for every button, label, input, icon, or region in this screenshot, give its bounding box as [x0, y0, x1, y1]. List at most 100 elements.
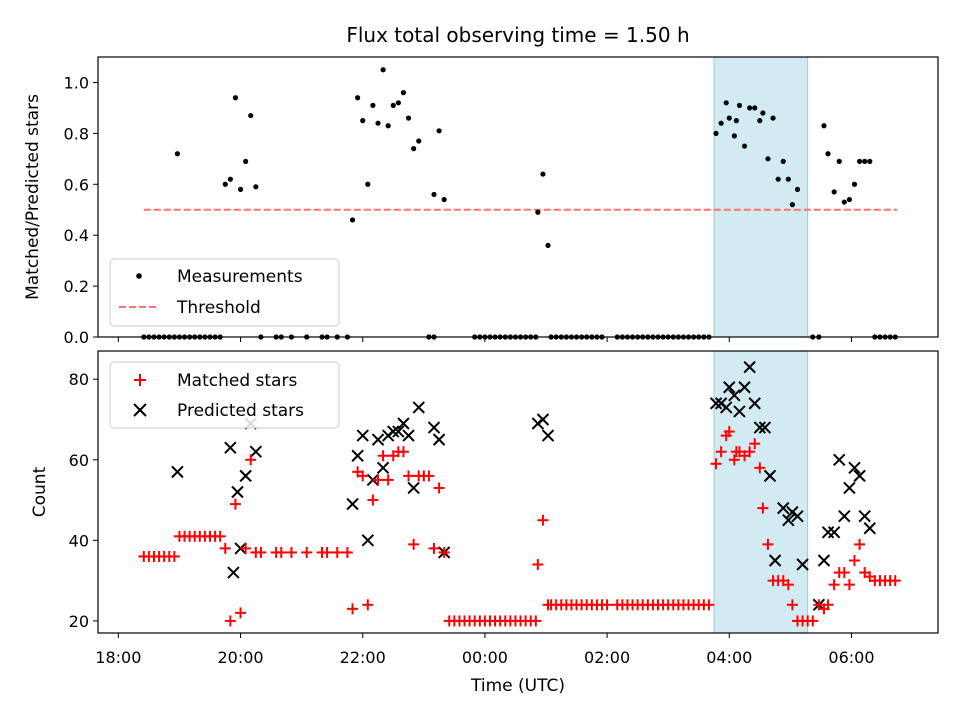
measurement-point	[400, 90, 407, 96]
measurement-point	[441, 196, 447, 203]
measurement-point	[360, 118, 366, 124]
predicted-star-point	[392, 425, 405, 438]
matched-star-point	[168, 550, 180, 562]
matched-star-point	[397, 446, 409, 458]
predicted-star-point	[848, 461, 861, 475]
predicted-star-point	[412, 401, 425, 414]
predicted-star-point	[858, 509, 871, 523]
predicted-star-point	[541, 429, 555, 442]
matched-star-point	[828, 579, 840, 591]
measurement-point	[385, 123, 391, 129]
top-plot-frame	[97, 56, 939, 338]
matched-star-point	[854, 538, 866, 550]
matched-star-point	[321, 546, 333, 558]
bottom-y-tick-label: 80	[69, 370, 89, 389]
predicted-star-point	[351, 449, 364, 462]
measurement-point	[794, 186, 801, 192]
predicted-star-point	[838, 509, 851, 523]
x-tick-label: 00:00	[462, 648, 508, 667]
measurement-point	[545, 242, 551, 248]
top-y-tick-label: 0.0	[64, 328, 89, 347]
top-panel: 0.0 0.2 0.4 0.6 0.8 1.0 Matched/Predicted sta…	[23, 56, 939, 347]
matched-star-point	[782, 579, 794, 591]
measurement-point	[760, 110, 766, 116]
predicted-star-point	[224, 441, 237, 454]
measurement-point	[747, 105, 753, 111]
measurement-point	[540, 171, 546, 177]
predicted-star-point	[171, 465, 184, 479]
measurement-point	[821, 123, 827, 129]
matched-star-point	[362, 599, 374, 611]
matched-star-point	[838, 567, 850, 579]
matched-star-point	[744, 446, 756, 458]
predicted-star-point	[782, 513, 795, 527]
x-tick-label: 06:00	[828, 648, 874, 667]
predicted-star-point	[817, 554, 831, 567]
measurement-point	[785, 176, 791, 182]
matched-star-point	[229, 498, 241, 510]
measurement-point	[253, 184, 259, 190]
measurement-point	[232, 95, 239, 101]
figure-title: Flux total observing time = 1.50 h	[346, 23, 689, 47]
top-highlight-span	[713, 56, 809, 338]
matched-star-point	[301, 546, 313, 558]
predicted-star-point	[738, 381, 751, 394]
measurement-point	[416, 138, 422, 144]
measurement-point	[222, 181, 228, 187]
predicted-star-point	[843, 481, 856, 495]
bottom-y-tick-label: 60	[69, 451, 89, 470]
matched-star-point	[219, 542, 231, 554]
legend-predicted-marker	[133, 403, 147, 417]
predicted-star-point	[748, 397, 761, 410]
matched-star-point	[428, 542, 440, 554]
measurement-point	[227, 176, 233, 182]
predicted-star-point	[853, 469, 866, 483]
matched-star-point	[331, 546, 343, 558]
top-y-tick-label: 1.0	[64, 73, 89, 92]
measurement-point	[862, 158, 868, 164]
matched-star-point	[762, 538, 774, 550]
matched-star-point	[849, 554, 861, 566]
predicted-star-point	[768, 554, 782, 567]
matched-star-point	[537, 514, 549, 526]
legend-measurements-label: Measurements	[177, 267, 303, 287]
measurement-point	[752, 105, 758, 111]
matched-star-point	[224, 615, 236, 627]
measurement-point	[375, 120, 381, 126]
matched-star-point	[285, 546, 297, 558]
predicted-star-point	[863, 522, 876, 535]
matched-star-point	[403, 470, 415, 482]
measurement-point	[411, 146, 417, 152]
top-y-axis-label: Matched/Predicted stars	[23, 94, 43, 300]
legend-matched-marker	[134, 374, 146, 386]
measurement-point	[851, 181, 858, 187]
predicted-star-point	[239, 469, 252, 483]
predicted-star-point	[402, 429, 415, 442]
measurement-point	[736, 102, 743, 108]
bottom-y-tick-label: 40	[69, 531, 89, 550]
matched-star-point	[889, 575, 901, 587]
predicted-star-point	[231, 485, 244, 499]
measurement-point	[857, 158, 863, 164]
predicted-star-point	[387, 425, 400, 438]
predicted-star-point	[397, 417, 410, 430]
predicted-star-point	[753, 421, 767, 434]
matched-star-point	[754, 462, 766, 474]
measurement-point	[780, 158, 786, 164]
x-tick-label: 04:00	[706, 648, 752, 667]
matched-star-point	[372, 474, 384, 486]
x-tick-label: 22:00	[340, 648, 386, 667]
predicted-star-point	[432, 433, 446, 446]
matched-star-point	[240, 542, 252, 554]
measurement-point	[718, 120, 724, 126]
top-y-tick-label: 0.6	[64, 175, 89, 194]
matched-star-point	[214, 530, 226, 542]
measurement-point	[390, 102, 396, 108]
bottom-highlight-span	[713, 350, 809, 634]
measurement-point	[757, 118, 763, 124]
matched-star-point	[235, 607, 247, 619]
predicted-star-point	[777, 501, 790, 515]
measurement-point	[841, 199, 847, 205]
x-axis-label: Time (UTC)	[470, 676, 565, 696]
bottom-y-tick-label: 20	[69, 612, 89, 631]
